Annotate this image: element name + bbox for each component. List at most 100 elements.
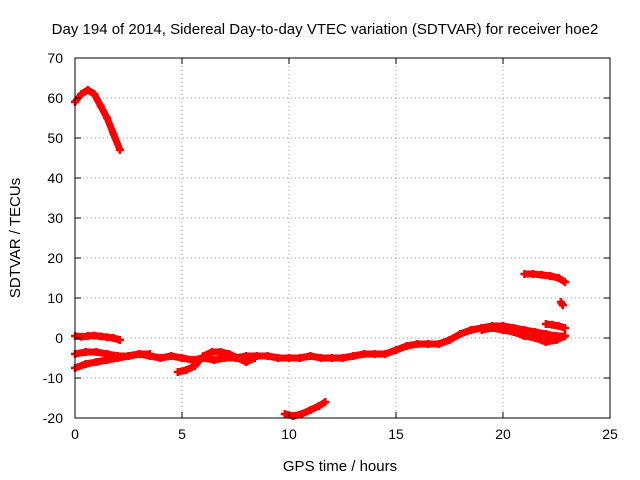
y-tick-label: 50 — [47, 130, 63, 146]
y-tick-label: 70 — [47, 50, 63, 66]
x-axis-label: GPS time / hours — [283, 458, 397, 475]
data-point — [145, 350, 154, 358]
data-point — [554, 322, 563, 330]
data-point — [289, 412, 298, 420]
data-point — [92, 358, 101, 366]
chart-title: Day 194 of 2014, Sidereal Day-to-day VTE… — [52, 21, 599, 38]
data-point — [182, 366, 191, 374]
data-point — [233, 354, 242, 362]
series-arc-g — [327, 322, 570, 362]
data-point — [520, 332, 529, 340]
y-tick-label: 20 — [47, 250, 63, 266]
data-point — [456, 330, 465, 338]
data-point — [156, 354, 165, 362]
data-point — [402, 342, 411, 350]
data-point — [216, 348, 225, 356]
data-point — [314, 402, 323, 410]
data-point — [135, 350, 144, 358]
data-point — [424, 340, 433, 348]
data-point — [210, 356, 219, 364]
data-point — [250, 354, 259, 362]
data-point — [370, 350, 379, 358]
series-arc-e — [173, 348, 259, 376]
data-point — [115, 146, 124, 154]
y-tick-label: -20 — [43, 410, 63, 426]
data-point — [96, 102, 105, 110]
y-tick-label: 0 — [55, 330, 63, 346]
data-point — [83, 86, 92, 94]
x-tick-label: 0 — [71, 426, 79, 442]
data-point — [541, 330, 550, 338]
data-point — [349, 352, 358, 360]
data-point — [321, 398, 330, 406]
data-point — [359, 350, 368, 358]
data-point — [167, 352, 176, 360]
data-point — [306, 352, 315, 360]
data-point — [537, 270, 546, 279]
data-point — [554, 274, 563, 282]
data-point — [103, 114, 112, 122]
data-point — [285, 354, 293, 362]
data-point — [77, 90, 86, 98]
plot-frame — [74, 57, 611, 419]
series-band-arc-f — [281, 398, 329, 420]
data-point — [381, 350, 390, 358]
data-point — [306, 406, 315, 414]
x-tick-label: 15 — [388, 426, 404, 442]
y-tick-label: 60 — [47, 90, 63, 106]
data-points — [71, 86, 570, 420]
data-point — [558, 301, 567, 310]
data-point — [199, 352, 208, 360]
data-point — [477, 326, 486, 334]
data-point — [263, 352, 272, 360]
x-tick-label: 20 — [495, 426, 511, 442]
data-point — [242, 358, 251, 366]
data-point — [327, 354, 336, 362]
data-point — [528, 270, 537, 278]
data-point — [466, 326, 475, 334]
y-tick-label: 10 — [47, 290, 63, 306]
data-point — [103, 356, 112, 364]
series-arc-j — [541, 320, 570, 332]
data-point — [225, 350, 234, 358]
data-point — [413, 340, 422, 348]
y-tick-label: 30 — [47, 210, 63, 226]
data-point — [317, 354, 326, 362]
data-point — [188, 356, 197, 364]
series-arc-i — [520, 270, 570, 286]
y-tick-label: -10 — [43, 370, 63, 386]
series-arc-k — [556, 298, 567, 310]
axis-ticks: 0 5 10 15 20 25 -20 -10 0 10 20 30 40 50 60 70 — [43, 50, 618, 442]
data-point — [295, 354, 304, 362]
data-point — [541, 338, 550, 346]
data-point — [178, 354, 186, 362]
series-arc-f — [280, 398, 330, 420]
data-point — [297, 410, 306, 418]
data-point — [109, 334, 118, 342]
data-point — [124, 352, 133, 360]
data-point — [561, 324, 570, 332]
y-axis-label: SDTVAR / TECUs — [7, 178, 24, 298]
data-point — [488, 324, 497, 332]
data-point — [173, 368, 182, 376]
data-point — [81, 360, 90, 368]
data-point — [109, 130, 118, 138]
data-point — [561, 332, 570, 340]
data-point — [531, 334, 540, 342]
data-point — [546, 272, 555, 280]
x-tick-label: 5 — [178, 426, 186, 442]
y-tick-label: 40 — [47, 170, 63, 186]
x-tick-label: 25 — [602, 426, 618, 442]
x-tick-label: 10 — [281, 426, 297, 442]
grid-lines — [75, 58, 610, 418]
data-point — [392, 346, 400, 354]
series-arc-h — [477, 324, 570, 346]
data-point — [113, 354, 122, 362]
data-point — [499, 326, 507, 334]
data-point — [207, 348, 216, 356]
data-point — [561, 278, 570, 286]
data-point — [280, 410, 289, 418]
data-point — [90, 90, 99, 98]
series-band-arc-a — [71, 86, 123, 153]
